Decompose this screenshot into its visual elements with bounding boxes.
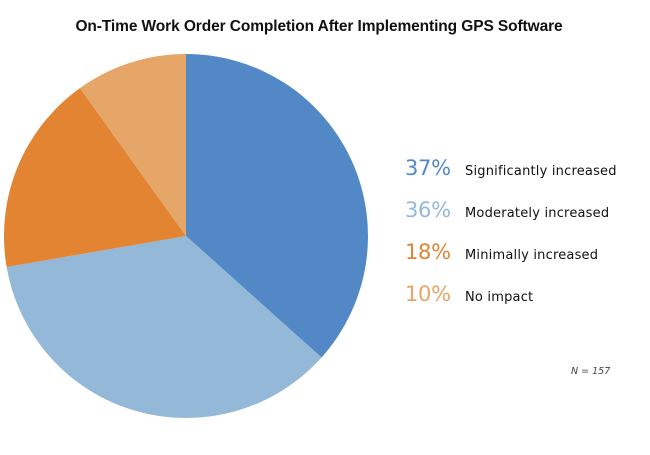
- slice-minimally-increased: [4, 88, 187, 267]
- slice-no-impact: [79, 54, 186, 236]
- legend-label: Minimally increased: [465, 248, 599, 263]
- legend: 37% Significantly increased 36% Moderate…: [405, 156, 617, 324]
- legend-label: No impact: [465, 290, 534, 305]
- legend-label: Moderately increased: [465, 206, 610, 221]
- legend-percent: 10%: [405, 282, 451, 306]
- legend-percent: 36%: [405, 198, 451, 222]
- legend-percent: 37%: [405, 156, 451, 180]
- legend-item: 18% Minimally increased: [405, 240, 617, 282]
- legend-label: Significantly increased: [465, 164, 617, 179]
- legend-percent: 18%: [405, 240, 451, 264]
- legend-item: 36% Moderately increased: [405, 198, 617, 240]
- legend-item: 37% Significantly increased: [405, 156, 617, 198]
- slice-moderately-increased: [6, 236, 322, 419]
- legend-item: 10% No impact: [405, 282, 617, 324]
- chart-title: On-Time Work Order Completion After Impl…: [75, 18, 563, 35]
- sample-size-note: N = 157: [571, 366, 611, 377]
- slice-significantly-increased: [186, 54, 369, 358]
